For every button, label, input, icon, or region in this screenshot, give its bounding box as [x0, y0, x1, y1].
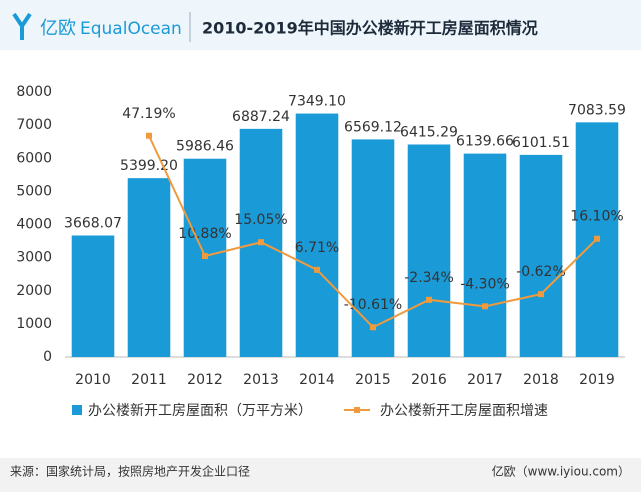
bar-label: 6887.24 — [232, 109, 290, 125]
logo-icon — [12, 12, 32, 40]
y-tick-label: 2000 — [16, 283, 52, 299]
source: 来源：国家统计局，按照房地产开发企业口径 — [10, 464, 250, 479]
bar-label: 3668.07 — [64, 215, 122, 231]
y-tick-label: 8000 — [16, 84, 52, 100]
x-tick-label: 2010 — [75, 372, 111, 388]
line-label: 16.10% — [570, 209, 623, 225]
bar-label: 6415.29 — [400, 124, 458, 140]
bar — [127, 178, 171, 357]
x-tick-label: 2019 — [579, 372, 615, 388]
x-tick-label: 2011 — [131, 372, 167, 388]
logo-text: 亿欧 — [40, 18, 76, 39]
x-tick-label: 2018 — [523, 372, 559, 388]
bar-label: 7083.59 — [568, 102, 626, 118]
line-point — [482, 303, 488, 310]
bar-label: 7349.10 — [288, 94, 346, 110]
line-point — [202, 253, 208, 260]
y-tick-label: 7000 — [16, 117, 52, 133]
bar-label: 6101.51 — [512, 135, 570, 151]
bar — [295, 113, 339, 357]
line-label: 10.88% — [178, 226, 231, 242]
y-tick-label: 4000 — [16, 217, 52, 233]
x-tick-label: 2012 — [187, 372, 223, 388]
line-point — [594, 235, 600, 242]
bar — [407, 144, 451, 357]
site: 亿欧（www.iyiou.com） — [492, 464, 630, 479]
line-label: 6.71% — [295, 240, 339, 256]
y-tick-label: 0 — [43, 349, 52, 365]
footer-band — [0, 458, 641, 492]
line-point — [370, 324, 376, 331]
x-tick-label: 2013 — [243, 372, 279, 388]
line-point — [258, 239, 264, 246]
chart-title: 2010-2019年中国办公楼新开工房屋面积情况 — [202, 19, 538, 38]
line-label: -4.30% — [460, 276, 510, 292]
legend-label: 办公楼新开工房屋面积增速 — [380, 403, 548, 419]
bar-label: 6139.66 — [456, 134, 514, 150]
line-label: 15.05% — [234, 212, 287, 228]
bar — [71, 235, 115, 357]
line-point — [538, 291, 544, 298]
bar-label: 5399.20 — [120, 158, 178, 174]
bar-label: 5986.46 — [176, 139, 234, 155]
legend-label: 办公楼新开工房屋面积（万平方米） — [88, 403, 312, 419]
legend-swatch — [72, 405, 82, 415]
line-point — [146, 132, 152, 139]
x-tick-label: 2016 — [411, 372, 447, 388]
y-tick-label: 6000 — [16, 150, 52, 166]
x-tick-label: 2015 — [355, 372, 391, 388]
x-tick-label: 2014 — [299, 372, 335, 388]
line-label: 47.19% — [122, 106, 175, 122]
line-label: -0.62% — [516, 264, 566, 280]
line-point — [426, 296, 432, 303]
y-tick-label: 5000 — [16, 183, 52, 199]
brand-text: EqualOcean — [80, 19, 182, 39]
bar — [463, 153, 507, 357]
y-tick-label: 1000 — [16, 316, 52, 332]
legend-swatch — [354, 407, 360, 413]
header-band — [0, 0, 641, 50]
x-tick-label: 2017 — [467, 372, 503, 388]
line-label: -10.61% — [344, 297, 402, 313]
bar — [519, 154, 563, 357]
line-point — [314, 266, 320, 273]
line-label: -2.34% — [404, 270, 454, 286]
y-tick-label: 3000 — [16, 250, 52, 266]
bar-label: 6569.12 — [344, 119, 402, 135]
